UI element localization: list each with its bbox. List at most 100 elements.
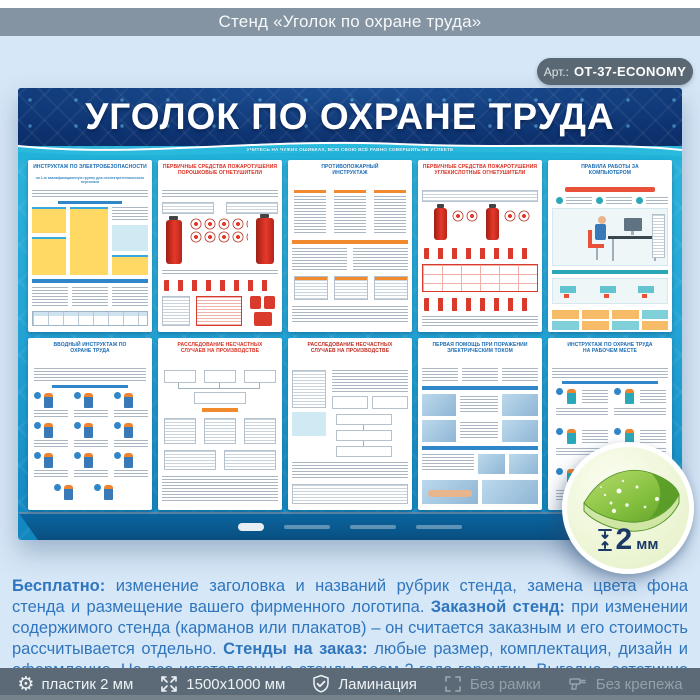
shape [604,294,609,298]
stand-footer-row [18,514,682,540]
shape [254,312,272,326]
shape [422,264,538,292]
shape [612,239,614,261]
safety-stand: УГОЛОК ПО ОХРАНЕ ТРУДА УЧИТЕСЬ НА ЧУЖИХ … [18,88,682,540]
shape [94,484,101,491]
shape [640,430,666,443]
description-text: при изменении содержимого стенда (карман… [12,598,689,658]
shape [566,197,592,204]
shape [560,286,576,293]
shape [202,408,238,412]
page-title-bar: Стенд «Уголок по охране труда» [0,8,700,36]
shape [34,440,68,448]
shape [178,383,179,389]
shape [336,414,392,425]
shape [34,392,41,399]
poster-title: РАССЛЕДОВАНИЕ НЕСЧАСТНЫХ СЛУЧАЕВ НА ПРОИ… [177,342,263,355]
spec-label: пластик 2 мм [41,675,134,693]
thickness-value: 2 мм [567,525,689,555]
shape [332,396,368,409]
shape [652,214,665,258]
shape [612,310,639,319]
shape [565,187,655,192]
plastic-sheet-illustration [583,469,680,532]
stand-logo [238,523,264,531]
worker-figure [124,453,133,468]
poster-title: ПЕРВИЧНЫЕ СРЕДСТВА ПОЖАРОТУШЕНИЯ УГЛЕКИС… [422,164,538,177]
shape [264,296,275,309]
shape [34,422,41,429]
shape [162,190,278,198]
shape [114,440,148,448]
shape [196,296,242,326]
shape [422,190,538,202]
shape [614,408,666,416]
description-bold: Стенды на заказ: [223,640,368,658]
shape [204,370,236,383]
poster-accident-investigation-2: РАССЛЕДОВАНИЕ НЕСЧАСТНЫХ СЛУЧАЕВ НА ПРОИ… [288,338,412,510]
poster-powder-extinguishers: ПЕРВИЧНЫЕ СРЕДСТВА ПОЖАРОТУШЕНИЯ ПОРОШКО… [158,160,282,332]
shape [292,462,408,480]
shape [32,190,148,198]
shape [638,286,654,293]
shape [112,225,148,251]
worker-figure [124,423,133,438]
description-bold: Заказной стенд: [430,598,565,616]
shape [219,383,220,389]
shape [74,422,81,429]
shape [422,316,538,326]
article-badge: Арт.: ОТ-37-ECONOMY [537,58,693,85]
shape [642,321,668,330]
article-code: ОТ-37-ECONOMY [574,64,687,79]
shape [334,190,366,193]
shape [363,441,364,446]
thickness-number: 2 [615,523,633,556]
shape [600,286,616,293]
poster-title: ПРАВИЛА РАБОТЫ ЗА КОМПЬЮТЕРОМ [581,164,639,177]
description-text: изменение заголовка и названий рубрик ст… [12,577,688,616]
shape [58,201,122,204]
shape [162,270,278,276]
worker-figure [84,453,93,468]
shape [54,484,61,491]
shape [32,207,66,233]
shape [612,321,639,330]
monitor-illustration [624,218,642,231]
stand-title: УГОЛОК ПО ОХРАНЕ ТРУДА [85,96,615,137]
shape [556,448,608,456]
spec-label: Ламинация [338,675,417,693]
shape [608,236,662,239]
poster-fire-briefing: ПРОТИВОПОЖАРНЫЙ ИНСТРУКТАЖ [288,160,412,332]
poster-introductory-briefing: ВВОДНЫЙ ИНСТРУКТАЖ ПО ОХРАНЕ ТРУДА [28,338,152,510]
worker-figure [84,393,93,408]
shape [502,368,538,382]
worker-figure [44,423,53,438]
shape [204,418,236,444]
worker-figure [104,485,113,500]
page-title: Стенд «Уголок по охране труда» [218,12,482,31]
first-aid-illustration [482,480,538,504]
shape [190,218,248,244]
shape [552,321,579,330]
shape [114,470,148,478]
shape [178,388,260,389]
shape [162,476,278,502]
shape [114,422,121,429]
spec-label: Без крепежа [595,675,683,693]
stand-slogan: УЧИТЕСЬ НА ЧУЖИХ ОШИБКАХ, ВСЮ СВОЮ ВСЁ Р… [246,147,454,153]
shape [614,428,621,435]
shape [332,370,408,392]
shape [422,368,458,382]
shape [224,450,276,470]
shape [556,388,563,395]
gear-icon: ⚙ [17,673,35,695]
shape [363,425,364,430]
worker-figure [625,429,634,444]
shape [294,196,326,234]
shape [226,202,278,214]
worker-figure [625,389,634,404]
shape [34,470,68,478]
shape [642,294,647,298]
poster-title: ПЕРВАЯ ПОМОЩЬ ПРИ ПОРАЖЕНИИ ЭЛЕКТРИЧЕСКИ… [432,342,528,355]
shape [422,454,474,470]
